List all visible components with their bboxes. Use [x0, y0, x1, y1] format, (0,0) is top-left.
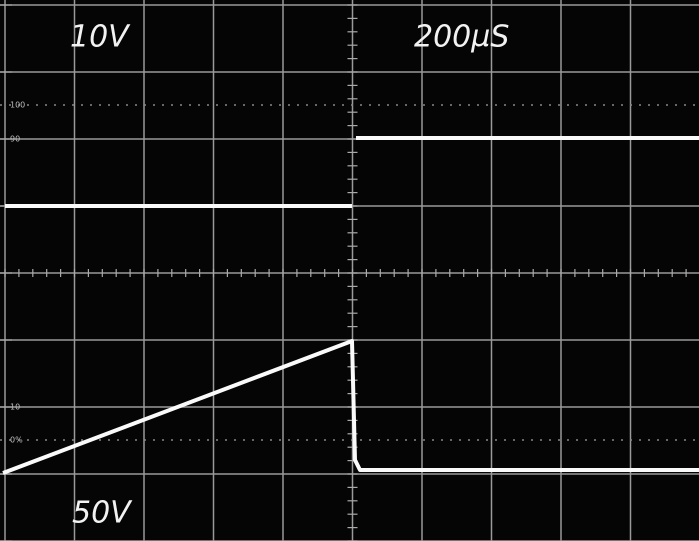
- body: 10V 200µS 50V 100 90 10 0% (() => { cons…: [0, 0, 699, 541]
- channel-1-readout: 10V: [70, 20, 131, 55]
- graticule-label: 90: [10, 135, 20, 144]
- oscilloscope-screen: 10V 200µS 50V 100 90 10 0%: [0, 0, 699, 541]
- graticule-label: 100: [10, 101, 25, 110]
- screen-background: [0, 0, 699, 541]
- graticule-label: 10: [10, 403, 20, 412]
- timebase-readout: 200µS: [414, 20, 509, 55]
- page: {"readouts": {"channel_1": "10V", "timeb…: [0, 0, 699, 541]
- graticule-label: 0%: [10, 436, 23, 445]
- channel-2-readout: 50V: [72, 496, 133, 531]
